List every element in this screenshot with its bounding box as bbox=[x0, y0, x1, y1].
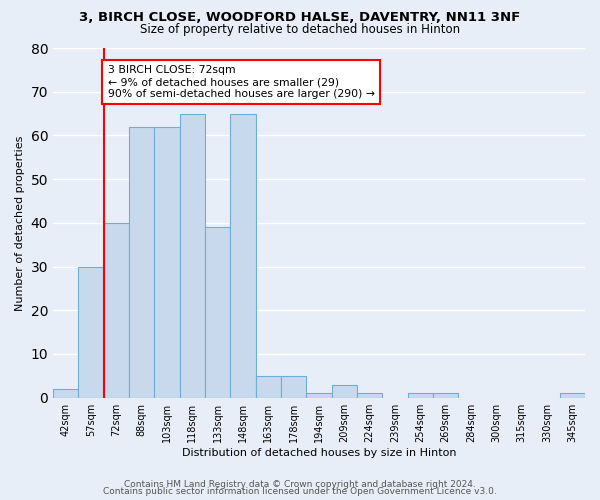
Text: Contains HM Land Registry data © Crown copyright and database right 2024.: Contains HM Land Registry data © Crown c… bbox=[124, 480, 476, 489]
Bar bbox=[230, 114, 256, 398]
Bar bbox=[79, 266, 104, 398]
Text: 3, BIRCH CLOSE, WOODFORD HALSE, DAVENTRY, NN11 3NF: 3, BIRCH CLOSE, WOODFORD HALSE, DAVENTRY… bbox=[79, 11, 521, 24]
Bar bbox=[256, 376, 281, 398]
Bar bbox=[357, 394, 382, 398]
X-axis label: Distribution of detached houses by size in Hinton: Distribution of detached houses by size … bbox=[182, 448, 456, 458]
Bar bbox=[154, 126, 179, 398]
Bar bbox=[560, 394, 585, 398]
Bar bbox=[53, 389, 79, 398]
Text: 3 BIRCH CLOSE: 72sqm
← 9% of detached houses are smaller (29)
90% of semi-detach: 3 BIRCH CLOSE: 72sqm ← 9% of detached ho… bbox=[107, 66, 374, 98]
Bar bbox=[433, 394, 458, 398]
Bar bbox=[205, 227, 230, 398]
Text: Contains public sector information licensed under the Open Government Licence v3: Contains public sector information licen… bbox=[103, 487, 497, 496]
Bar bbox=[104, 223, 129, 398]
Bar bbox=[407, 394, 433, 398]
Bar bbox=[179, 114, 205, 398]
Bar bbox=[307, 394, 332, 398]
Text: Size of property relative to detached houses in Hinton: Size of property relative to detached ho… bbox=[140, 22, 460, 36]
Bar bbox=[129, 126, 154, 398]
Bar bbox=[332, 384, 357, 398]
Y-axis label: Number of detached properties: Number of detached properties bbox=[15, 135, 25, 310]
Bar bbox=[281, 376, 307, 398]
